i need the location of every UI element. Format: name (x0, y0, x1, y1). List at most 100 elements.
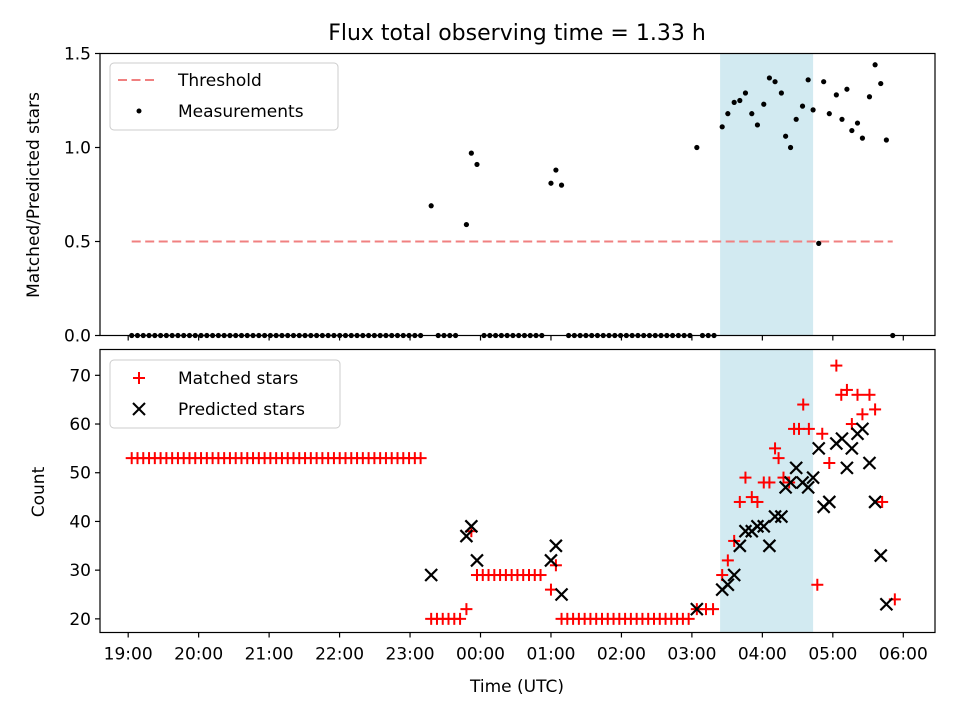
measurement-point (826, 111, 832, 117)
predicted-star-marker (459, 529, 474, 543)
predicted-star-marker (868, 495, 882, 509)
measurement-point (694, 144, 700, 151)
measurement-point (854, 120, 861, 126)
measurement-point (474, 161, 480, 168)
matched-star-marker (851, 388, 864, 401)
predicted-star-marker (768, 509, 782, 524)
matched-star-marker (733, 495, 746, 508)
measurement-point (859, 135, 866, 141)
measurement-point (766, 75, 773, 81)
predicted-star-marker (549, 539, 563, 553)
matched-star-marker (707, 603, 720, 616)
matched-star-marker (751, 495, 764, 508)
y-tick-label: 40 (69, 512, 91, 532)
measurement-point (553, 167, 559, 173)
y-tick-label: 0.5 (64, 233, 91, 253)
matched-star-marker (840, 383, 853, 396)
bottom-legend: Matched stars Predicted stars (109, 359, 341, 429)
matched-star-marker (823, 456, 836, 469)
measurement-point (839, 116, 845, 122)
measurement-point (799, 103, 806, 109)
predicted-star-marker (762, 539, 777, 553)
y-tick-label: 70 (69, 366, 91, 386)
x-tick-label: 01:00 (526, 645, 575, 665)
matched-star-marker (460, 603, 473, 616)
y-tick-label: 0.0 (64, 327, 91, 347)
predicted-star-marker (789, 461, 803, 475)
legend-predicted-label: Predicted stars (178, 400, 305, 420)
measurement-point (805, 77, 811, 83)
legend-matched-label: Matched stars (178, 369, 298, 389)
predicted-star-marker (801, 480, 815, 495)
top-x-ticks (127, 335, 904, 341)
x-tick-label: 06:00 (879, 645, 928, 665)
matched-star-marker (816, 427, 829, 440)
measurement-point (463, 221, 470, 228)
matched-star-marker (682, 612, 695, 625)
top-panel: 0.0 0.5 1.0 1.5 Matched/Predicted stars Thr… (24, 45, 936, 347)
predicted-star-marker (783, 475, 798, 490)
matched-star-marker (454, 612, 467, 625)
legend-measurement-swatch (136, 108, 142, 114)
bottom-y-ticks: 20 30 40 50 60 70 (69, 366, 100, 630)
matched-star-markers (125, 359, 901, 625)
measurement-point (772, 79, 778, 85)
bottom-x-label: Time (UTC) (469, 677, 564, 697)
y-tick-label: 1.5 (64, 45, 91, 65)
matched-star-marker (544, 583, 557, 596)
predicted-star-marker (733, 539, 747, 553)
y-tick-label: 60 (69, 415, 91, 435)
predicted-star-marker (727, 568, 741, 582)
measurement-point (833, 92, 839, 98)
predicted-star-marker (855, 422, 870, 436)
matched-star-marker (534, 569, 547, 582)
top-shaded-region (720, 53, 814, 336)
predicted-star-marker (690, 602, 704, 616)
x-tick-label: 23:00 (386, 645, 435, 665)
x-tick-label: 21:00 (245, 645, 294, 665)
predicted-star-marker (840, 461, 854, 475)
bottom-axes-frame (99, 348, 936, 634)
matched-star-marker (739, 471, 752, 484)
bottom-legend-box (109, 359, 341, 429)
measurement-point (778, 90, 784, 96)
predicted-star-marker (862, 456, 877, 470)
top-legend: Threshold Measurements (109, 62, 339, 131)
matched-star-marker (414, 452, 427, 465)
predicted-star-marker (544, 553, 558, 568)
top-y-label: Matched/Predicted stars (24, 92, 44, 298)
x-tick-label: 00:00 (456, 645, 505, 665)
matched-star-marker (772, 452, 785, 465)
x-tick-label: 22:00 (315, 645, 364, 665)
predicted-star-marker (464, 519, 479, 534)
measurement-point (558, 182, 565, 188)
measurement-point (810, 107, 816, 113)
measurement-point (872, 62, 878, 68)
predicted-star-marker (845, 441, 859, 456)
y-tick-label: 30 (69, 561, 91, 581)
measurement-point (742, 90, 749, 96)
predicted-star-marker (873, 548, 888, 563)
matched-star-marker (830, 359, 843, 372)
predicted-star-marker (756, 519, 771, 534)
measurement-point (793, 116, 799, 122)
measurement-point (428, 203, 434, 209)
bottom-x-ticks: 19:00 20:00 21:00 22:00 23:00 00:00 01:00 02:00… (104, 632, 928, 665)
x-tick-label: 20:00 (174, 645, 223, 665)
top-axes-frame (99, 52, 936, 337)
predicted-star-marker (879, 597, 894, 612)
y-tick-label: 50 (69, 464, 91, 484)
matched-star-marker (869, 403, 882, 416)
matched-star-marker (763, 476, 776, 489)
predicted-star-marker (554, 587, 569, 602)
legend-matched-swatch (133, 372, 145, 384)
measurement-point (883, 137, 889, 143)
predicted-star-marker (750, 519, 765, 534)
measurement-point (468, 150, 474, 156)
measurement-point (821, 79, 827, 85)
predicted-star-marker (806, 470, 820, 485)
bottom-shaded-region (720, 349, 814, 633)
measurement-point (878, 80, 884, 87)
